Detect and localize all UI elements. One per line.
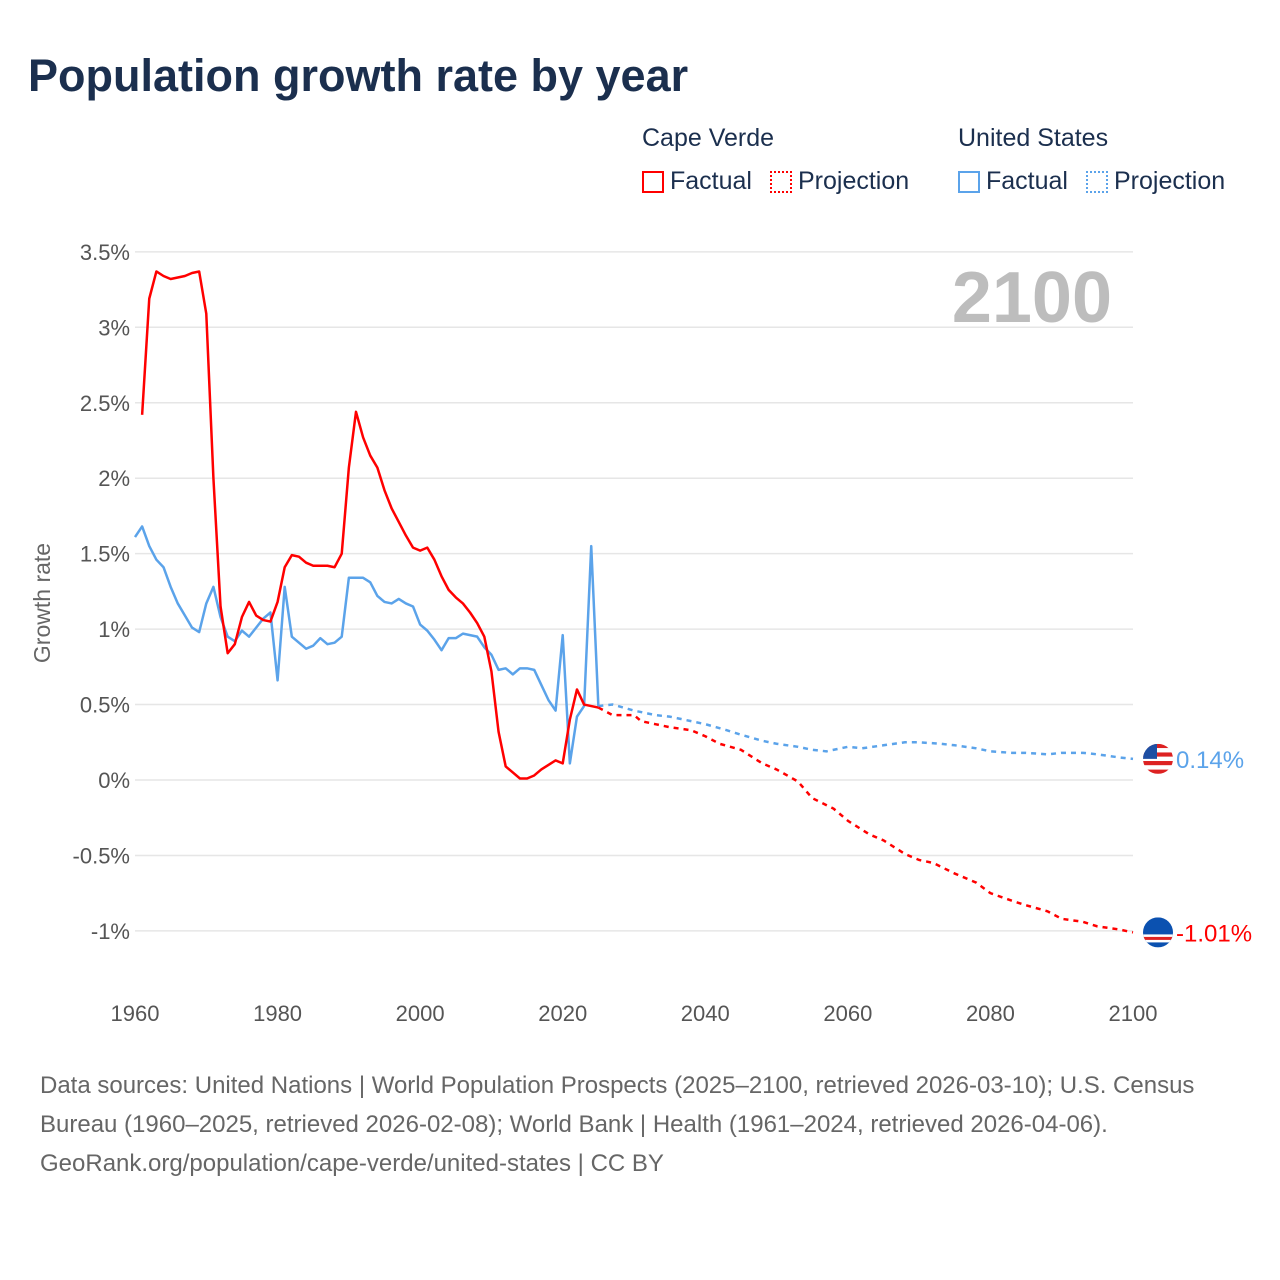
y-tick-label: 0% (98, 768, 130, 793)
year-overlay: 2100 (952, 258, 1112, 338)
x-tick-label: 2040 (681, 1001, 730, 1026)
cape-verde-factual-line (140, 270, 599, 780)
cape-verde-end-value: -1.01% (1176, 920, 1252, 947)
united-states-factual-line (133, 525, 600, 765)
legend-group-name: United States (958, 124, 1109, 152)
legend-label: Projection (1113, 167, 1226, 195)
cape-verde-projection-line (597, 706, 1134, 934)
legend-item-cape-verde-factual[interactable]: Factual (642, 167, 752, 196)
dotted-swatch-icon (769, 170, 792, 193)
x-tick-label: 2000 (396, 1001, 445, 1026)
legend-item-united-states-projection[interactable]: Projection (1085, 167, 1226, 196)
y-tick-label: -1% (91, 919, 130, 944)
united-states-projection-line (598, 703, 1134, 761)
footer: Data sources: United Nations | World Pop… (40, 1066, 1230, 1183)
x-tick-label: 2080 (966, 1001, 1015, 1026)
united-states-end-value: 0.14% (1176, 747, 1244, 774)
x-tick-label: 1960 (111, 1001, 160, 1026)
y-tick-label: 0.5% (80, 693, 130, 718)
y-tick-label: 3.5% (80, 240, 130, 265)
line-chart: 3.5% 3% 2.5% 2% 1.5% 1% 0.5% 0% -0.5% -1% 1960 1980… (29, 240, 1252, 1026)
y-tick-label: 2.5% (80, 391, 130, 416)
legend-item-united-states-factual[interactable]: Factual (958, 167, 1068, 196)
legend-cape-verde: Cape Verde Factual Projection (642, 124, 909, 196)
legend-label: Factual (986, 167, 1068, 195)
y-tick-label: 1.5% (80, 542, 130, 567)
y-tick-label: 2% (98, 466, 130, 491)
y-tick-label: 1% (98, 617, 130, 642)
x-tick-label: 2100 (1109, 1001, 1158, 1026)
solid-swatch-icon (958, 170, 980, 193)
legend-item-cape-verde-projection[interactable]: Projection (769, 167, 910, 196)
solid-swatch-icon (642, 170, 664, 193)
attribution-link[interactable]: GeoRank.org/population/cape-verde/united… (40, 1150, 664, 1177)
legend-united-states: United States Factual Projection (958, 124, 1225, 196)
legend-label: Projection (797, 167, 910, 195)
x-tick-label: 1980 (253, 1001, 302, 1026)
legend-label: Factual (670, 167, 752, 195)
y-tick-label: 3% (98, 315, 130, 340)
legend-group-name: Cape Verde (642, 124, 775, 152)
data-sources: Data sources: United Nations | World Pop… (40, 1072, 1195, 1138)
x-tick-label: 2060 (823, 1001, 872, 1026)
dotted-swatch-icon (1085, 170, 1108, 193)
y-axis-label: Growth rate (29, 543, 55, 663)
x-tick-label: 2020 (538, 1001, 587, 1026)
chart-title: Population growth rate by year (28, 50, 689, 101)
cape-verde-flag-icon (1143, 917, 1173, 948)
y-tick-label: -0.5% (73, 843, 130, 868)
united-states-flag-icon (1143, 743, 1173, 774)
